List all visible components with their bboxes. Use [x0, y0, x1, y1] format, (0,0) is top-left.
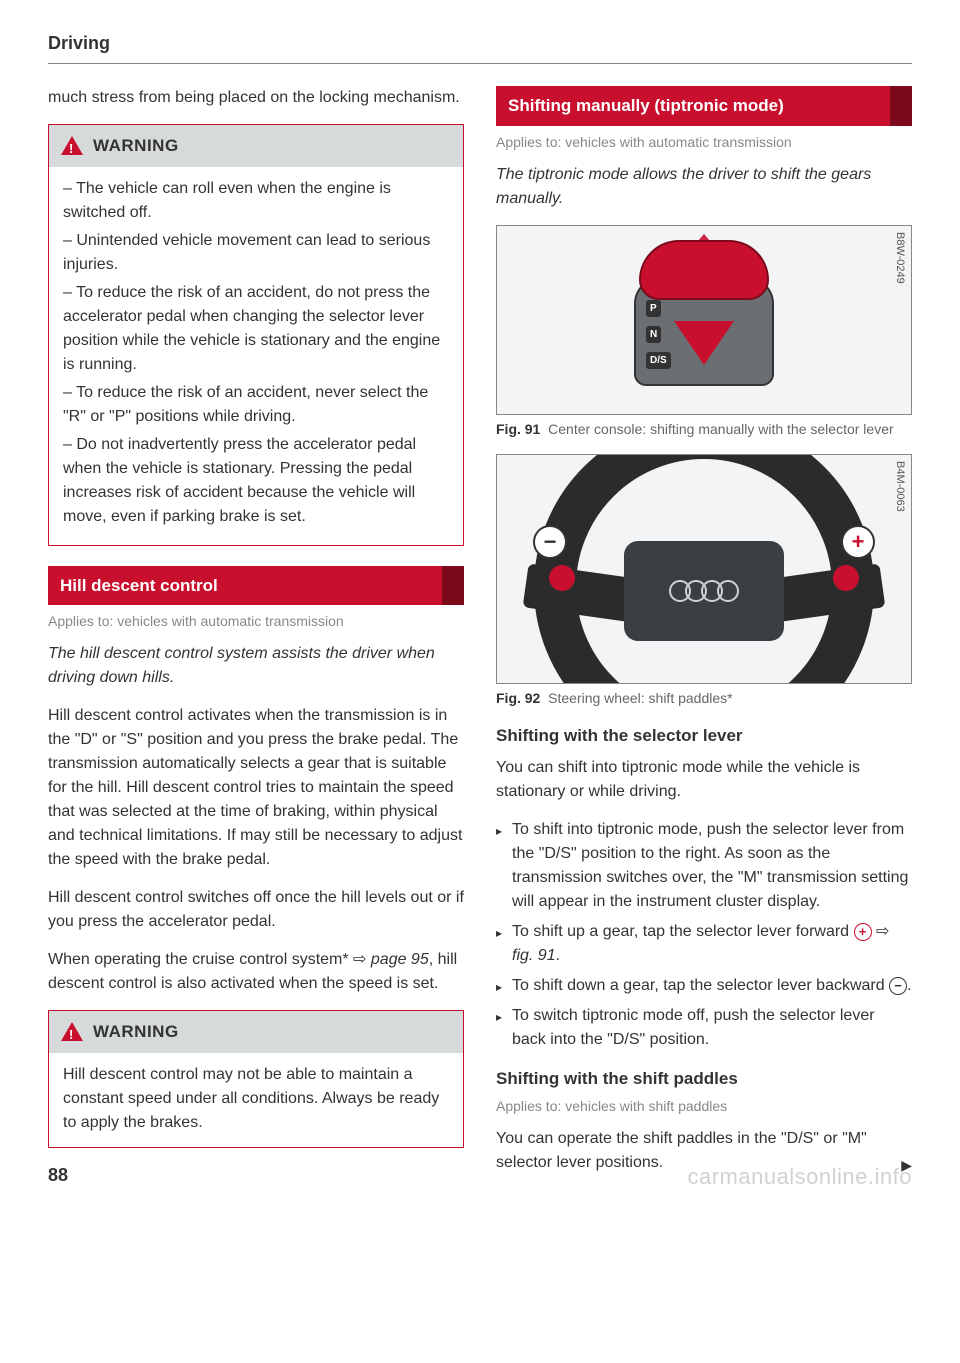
selector-para: You can shift into tiptronic mode while …	[496, 756, 912, 804]
arrow-down-icon	[674, 321, 734, 365]
figure-code: B8W-0249	[892, 232, 909, 284]
fig-label: Fig. 92	[496, 690, 540, 706]
subhead-paddles: Shifting with the shift paddles	[496, 1066, 912, 1092]
warning-item: Unintended vehicle movement can lead to …	[63, 229, 449, 277]
instr-text: To shift down a gear, tap the selector l…	[512, 977, 889, 994]
applies-note: Applies to: vehicles with automatic tran…	[48, 611, 464, 632]
instr-text: .	[907, 977, 911, 994]
figure-92-caption: Fig. 92 Steering wheel: shift paddles*	[496, 688, 912, 709]
warning-item: The vehicle can roll even when the engin…	[63, 177, 449, 225]
fig-caption-text: Steering wheel: shift paddles*	[548, 690, 732, 706]
plus-circle-icon: +	[854, 923, 872, 941]
paddle-minus-icon: −	[533, 525, 567, 559]
right-column: Shifting manually (tiptronic mode) Appli…	[496, 86, 912, 1189]
paddle-plus-icon: +	[841, 525, 875, 559]
warning-body: Hill descent control may not be able to …	[49, 1053, 463, 1147]
warning-title: WARNING	[93, 1019, 179, 1045]
intro-paragraph: much stress from being placed on the loc…	[48, 86, 464, 110]
instr-item: To shift up a gear, tap the selector lev…	[496, 920, 912, 968]
instruction-list: To shift into tiptronic mode, push the s…	[496, 818, 912, 1052]
instr-text: To shift up a gear, tap the selector lev…	[512, 923, 854, 940]
figure-92: B4M-0063 − +	[496, 454, 912, 684]
page-number: 88	[48, 1162, 68, 1189]
applies-note: Applies to: vehicles with shift paddles	[496, 1096, 912, 1117]
hill-intro: The hill descent control system assists …	[48, 642, 464, 690]
watermark: carmanualsonline.info	[687, 1160, 912, 1193]
page-ref[interactable]: page 95	[371, 951, 429, 968]
audi-rings-icon	[669, 580, 739, 602]
tiptronic-intro: The tiptronic mode allows the driver to …	[496, 163, 912, 211]
warning-title: WARNING	[93, 133, 179, 159]
shifter-label-p: P	[646, 300, 661, 317]
warning-box-2: WARNING Hill descent control may not be …	[48, 1010, 464, 1148]
shifter-knob	[639, 240, 769, 300]
fig-caption-text: Center console: shifting manually with t…	[548, 421, 894, 437]
section-bar-tiptronic: Shifting manually (tiptronic mode)	[496, 86, 912, 126]
page-header: Driving	[48, 30, 912, 64]
fig-label: Fig. 91	[496, 421, 540, 437]
section-bar-hill: Hill descent control	[48, 566, 464, 606]
warning-box-1: WARNING The vehicle can roll even when t…	[48, 124, 464, 546]
hill-para1: Hill descent control activates when the …	[48, 704, 464, 872]
hill-para2: Hill descent control switches off once t…	[48, 886, 464, 934]
hill-para3: When operating the cruise control system…	[48, 948, 464, 996]
warning-item: To reduce the risk of an accident, do no…	[63, 281, 449, 377]
figure-91-caption: Fig. 91 Center console: shifting manuall…	[496, 419, 912, 440]
paddle-red	[833, 565, 859, 591]
instr-item: To shift into tiptronic mode, push the s…	[496, 818, 912, 914]
instr-text: .	[556, 947, 560, 964]
instr-text: ⇨	[872, 923, 890, 940]
left-column: much stress from being placed on the loc…	[48, 86, 464, 1189]
wheel-hub	[624, 541, 784, 641]
applies-note: Applies to: vehicles with automatic tran…	[496, 132, 912, 153]
instr-item: To shift down a gear, tap the selector l…	[496, 974, 912, 998]
fig-ref[interactable]: fig. 91	[512, 947, 556, 964]
warning-triangle-icon	[61, 136, 83, 155]
warning-triangle-icon	[61, 1022, 83, 1041]
figure-code: B4M-0063	[892, 461, 909, 512]
warning-item: Do not inadvertently press the accelerat…	[63, 433, 449, 529]
instr-item: To switch tiptronic mode off, push the s…	[496, 1004, 912, 1052]
paddle-red	[549, 565, 575, 591]
shifter-label-n: N	[646, 326, 661, 343]
warning-header: WARNING	[49, 1011, 463, 1053]
warning-body: The vehicle can roll even when the engin…	[49, 167, 463, 545]
warning-item: To reduce the risk of an accident, never…	[63, 381, 449, 429]
subhead-selector: Shifting with the selector lever	[496, 723, 912, 749]
figure-91: B8W-0249 P N D/S	[496, 225, 912, 415]
content-columns: much stress from being placed on the loc…	[48, 86, 912, 1189]
minus-circle-icon: −	[889, 977, 907, 995]
warning-header: WARNING	[49, 125, 463, 167]
hill-para3a: When operating the cruise control system…	[48, 951, 371, 968]
shifter-label-ds: D/S	[646, 352, 671, 369]
